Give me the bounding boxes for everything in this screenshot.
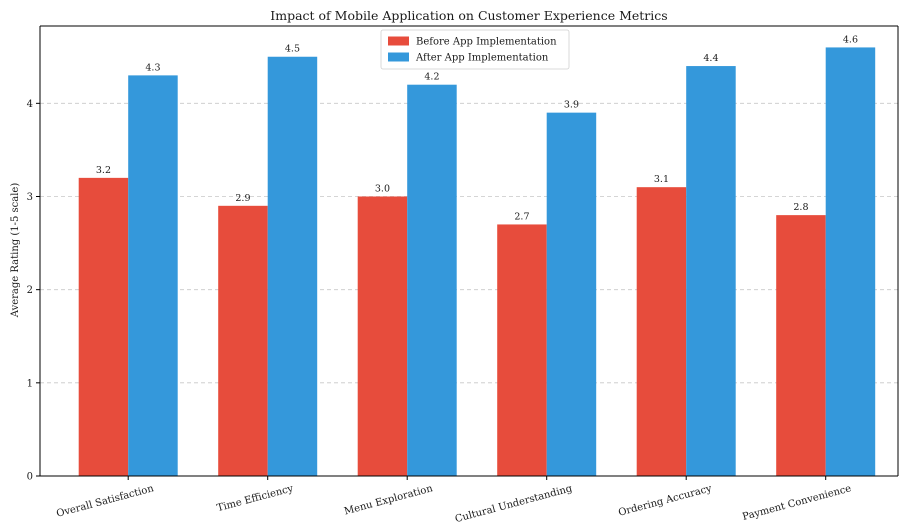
y-tick-label: 1 <box>27 378 33 389</box>
gridlines <box>40 102 898 384</box>
bar-value-labels: 3.2 4.3 2.9 4.5 3.0 4.2 2.7 3.9 3.1 4.4 2.8 4.6 <box>96 34 858 222</box>
x-tick-label: Menu Exploration <box>343 483 434 517</box>
bar-after-4 <box>686 66 736 477</box>
legend-swatch-before <box>388 36 409 46</box>
bar-before-2 <box>357 196 408 476</box>
bar-value-label: 4.2 <box>424 72 439 83</box>
x-tick-label: Time Efficiency <box>216 483 295 514</box>
bar-value-label: 3.1 <box>654 174 669 185</box>
legend-swatch-after <box>388 52 409 62</box>
bar-value-label: 2.9 <box>235 193 250 204</box>
bar-value-label: 4.4 <box>703 53 718 64</box>
legend-label: Before App Implementation <box>416 37 557 48</box>
legend-label: After App Implementation <box>415 53 549 64</box>
bar-value-label: 3.9 <box>564 100 579 111</box>
bar-value-label: 3.0 <box>375 183 390 194</box>
bar-before-0 <box>78 177 129 477</box>
bar-after-3 <box>546 112 597 476</box>
y-tick-label: 3 <box>27 192 33 203</box>
x-tick-label: Cultural Understanding <box>454 483 574 523</box>
x-tick-label: Payment Convenience <box>741 483 852 523</box>
chart-title: Impact of Mobile Application on Customer… <box>270 8 667 23</box>
x-tick-label: Overall Satisfaction <box>55 483 155 520</box>
bars <box>78 47 876 477</box>
bar-value-label: 2.7 <box>514 211 529 222</box>
bar-value-label: 4.6 <box>843 34 858 45</box>
bar-value-label: 2.8 <box>793 202 808 213</box>
bar-before-4 <box>636 187 687 477</box>
y-tick-label: 4 <box>27 99 33 110</box>
bar-after-0 <box>128 75 178 477</box>
bar-after-2 <box>407 84 457 477</box>
bar-after-5 <box>825 47 876 477</box>
y-tick-label: 0 <box>27 472 33 483</box>
bar-before-1 <box>218 205 268 476</box>
x-tick-label: Ordering Accuracy <box>617 483 713 519</box>
bar-value-label: 3.2 <box>96 165 111 176</box>
bar-before-5 <box>776 215 826 476</box>
legend-box <box>380 29 570 70</box>
bar-after-1 <box>267 56 318 477</box>
bar-before-3 <box>497 224 547 476</box>
bar-value-label: 4.3 <box>145 62 160 73</box>
bar-value-label: 4.5 <box>285 44 300 55</box>
legend: Before App Implementation After App Imple… <box>380 29 570 70</box>
y-tick-label: 2 <box>27 285 33 296</box>
y-axis-label: Average Rating (1-5 scale) <box>10 183 21 319</box>
